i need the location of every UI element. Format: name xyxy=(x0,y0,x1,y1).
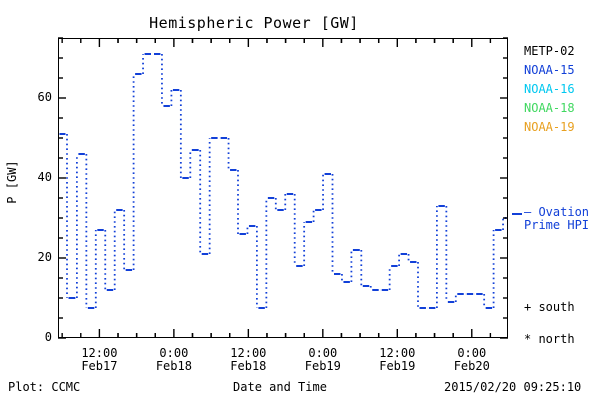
page-title: Hemispheric Power [GW] xyxy=(149,14,359,32)
y-axis-label: P [GW] xyxy=(5,160,19,204)
legend-marker-north: * north xyxy=(524,332,575,346)
x-tick-date: Feb19 xyxy=(304,359,341,373)
x-tick-time: 12:00 xyxy=(379,346,416,360)
legend-ovation-line2: Prime HPI xyxy=(524,218,590,232)
plot-timestamp: 2015/02/20 09:25:10 xyxy=(444,380,582,394)
x-axis-tick-label: 0:00 Feb19 xyxy=(291,347,355,373)
plot-frame xyxy=(58,38,508,338)
x-tick-date: Feb18 xyxy=(230,359,267,373)
x-axis-tick-label: 12:00 Feb19 xyxy=(365,347,429,373)
y-axis-tick-label: 60 xyxy=(37,90,52,104)
plot-credit: Plot: CCMC xyxy=(8,380,81,394)
x-axis-tick-label: 0:00 Feb20 xyxy=(440,347,504,373)
x-tick-date: Feb18 xyxy=(155,359,192,373)
legend-ovation-line1: — Ovation xyxy=(524,205,590,219)
x-tick-time: 0:00 xyxy=(159,346,189,360)
x-tick-date: Feb20 xyxy=(453,359,490,373)
x-axis-tick-label: 12:00 Feb17 xyxy=(67,347,131,373)
x-axis-label: Date and Time xyxy=(233,380,327,394)
legend-item-metp-02[interactable]: METP-02 xyxy=(524,44,575,58)
legend-item-noaa-16[interactable]: NOAA-16 xyxy=(524,82,575,96)
legend-ovation-prime: — Ovation Prime HPI xyxy=(524,206,589,232)
x-axis-tick-label: 0:00 Feb18 xyxy=(142,347,206,373)
legend-item-noaa-18[interactable]: NOAA-18 xyxy=(524,101,575,115)
x-axis-tick-label: 12:00 Feb18 xyxy=(216,347,280,373)
ovation-legend-dash-icon xyxy=(512,213,522,215)
legend-item-noaa-15[interactable]: NOAA-15 xyxy=(524,63,575,77)
y-axis-tick-label: 20 xyxy=(37,250,52,264)
x-tick-time: 12:00 xyxy=(230,346,267,360)
x-tick-time: 0:00 xyxy=(457,346,487,360)
x-tick-time: 0:00 xyxy=(308,346,338,360)
legend-marker-south: + south xyxy=(524,300,575,314)
data-series-ovation-prime-hpi xyxy=(59,53,507,309)
legend-item-noaa-19[interactable]: NOAA-19 xyxy=(524,120,575,134)
y-axis-tick-label: 40 xyxy=(37,170,52,184)
plot-canvas xyxy=(59,53,507,309)
x-tick-date: Feb19 xyxy=(379,359,416,373)
y-axis-tick-label: 0 xyxy=(44,330,52,344)
x-tick-time: 12:00 xyxy=(81,346,118,360)
x-tick-date: Feb17 xyxy=(81,359,118,373)
